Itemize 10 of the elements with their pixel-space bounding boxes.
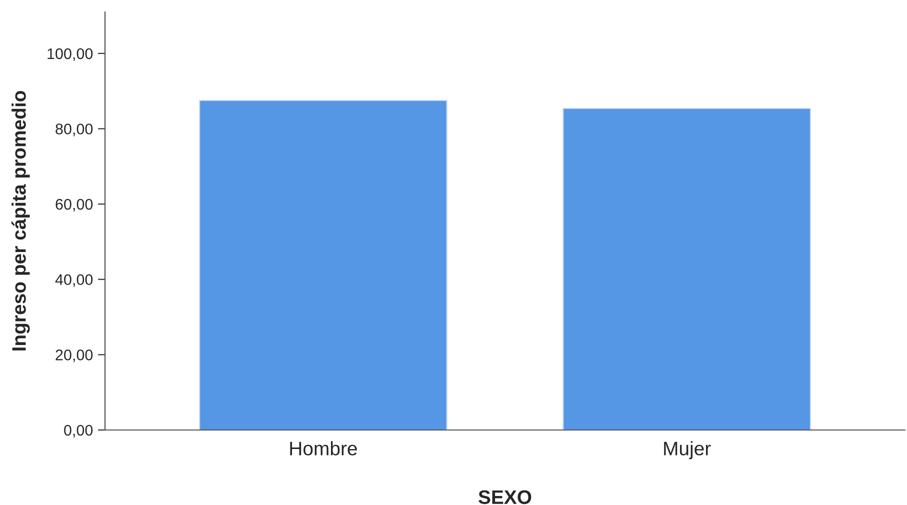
y-axis-title: Ingreso per cápita promedio bbox=[11, 91, 30, 350]
y-tick-label: 0,00 bbox=[64, 424, 93, 438]
y-tick-label: 40,00 bbox=[55, 274, 93, 287]
y-tick-label: 100,00 bbox=[48, 48, 93, 61]
y-tick-label: 80,00 bbox=[56, 124, 93, 136]
x-axis-title: SEXO bbox=[478, 490, 532, 504]
y-tick-label: 20,00 bbox=[56, 350, 93, 362]
y-tick-label: 60,00 bbox=[56, 198, 93, 212]
x-tick-label: Mujer bbox=[664, 441, 711, 460]
x-tick-label: Hombre bbox=[290, 441, 357, 456]
